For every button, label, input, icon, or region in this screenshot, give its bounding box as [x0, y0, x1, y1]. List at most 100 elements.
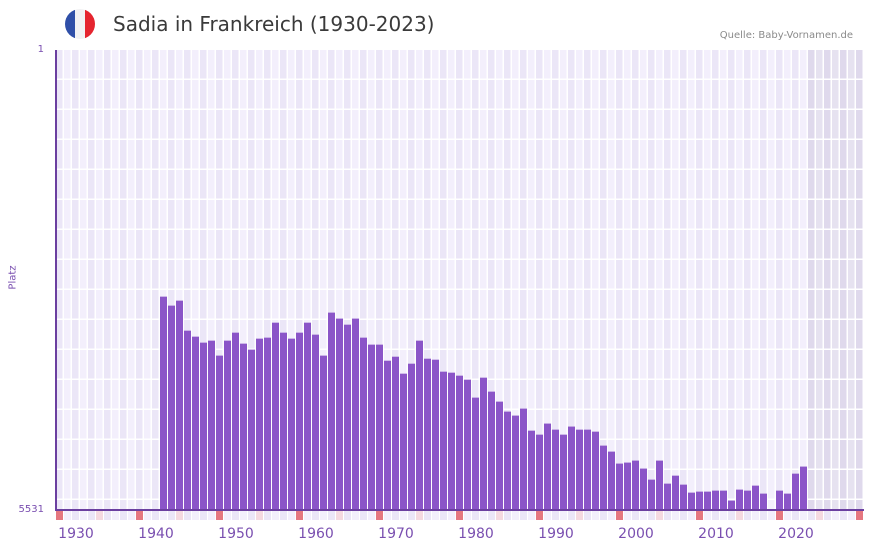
- bar-1976[interactable]: [432, 359, 439, 510]
- bar-1945[interactable]: [184, 330, 191, 510]
- x-axis-label-2010: 2010: [698, 526, 734, 542]
- bar-2010[interactable]: [704, 491, 711, 510]
- bar-1993[interactable]: [568, 426, 575, 510]
- bar-2016[interactable]: [752, 485, 759, 510]
- flag-red: [85, 9, 95, 39]
- bar-1994[interactable]: [576, 429, 583, 510]
- bar-1968[interactable]: [368, 344, 375, 510]
- bar-2014[interactable]: [736, 489, 743, 510]
- x-axis-label-1940: 1940: [138, 526, 174, 542]
- x-axis-label-1950: 1950: [218, 526, 254, 542]
- bar-1944[interactable]: [176, 300, 183, 510]
- bar-1971[interactable]: [392, 356, 399, 510]
- x-axis-line: [55, 509, 864, 511]
- bar-1959[interactable]: [296, 332, 303, 510]
- bar-1951[interactable]: [232, 332, 239, 510]
- france-flag-icon: [65, 9, 95, 39]
- bar-2012[interactable]: [720, 490, 727, 510]
- bar-1947[interactable]: [200, 342, 207, 510]
- bar-2001[interactable]: [632, 460, 639, 510]
- bar-2005[interactable]: [664, 483, 671, 510]
- bar-1957[interactable]: [280, 332, 287, 510]
- bar-1946[interactable]: [192, 336, 199, 510]
- plot-area: [56, 50, 864, 510]
- bar-1961[interactable]: [312, 334, 319, 510]
- bar-2009[interactable]: [696, 491, 703, 510]
- bar-1954[interactable]: [256, 338, 263, 510]
- bar-1967[interactable]: [360, 337, 367, 510]
- chart-title: Sadia in Frankreich (1930-2023): [113, 12, 435, 36]
- bar-1950[interactable]: [224, 340, 231, 510]
- bar-1966[interactable]: [352, 318, 359, 510]
- bar-1964[interactable]: [336, 318, 343, 510]
- x-axis-label-2020: 2020: [778, 526, 814, 542]
- bar-2020[interactable]: [784, 493, 791, 510]
- bar-1942[interactable]: [160, 296, 167, 510]
- bar-2013[interactable]: [728, 500, 735, 510]
- bar-2017[interactable]: [760, 493, 767, 510]
- bar-1989[interactable]: [536, 434, 543, 510]
- bar-1990[interactable]: [544, 423, 551, 510]
- x-axis-labels: 1930 1940 1950 1960 1970 1980 1990 2000 2010 2020: [0, 526, 873, 546]
- bar-2022[interactable]: [800, 466, 807, 510]
- bar-1983[interactable]: [488, 391, 495, 510]
- bar-1998[interactable]: [608, 451, 615, 510]
- bar-1972[interactable]: [400, 373, 407, 510]
- flag-white: [75, 9, 85, 39]
- x-axis-label-1980: 1980: [458, 526, 494, 542]
- bar-1975[interactable]: [424, 358, 431, 510]
- bar-2011[interactable]: [712, 490, 719, 510]
- bar-1952[interactable]: [240, 343, 247, 510]
- bar-2019[interactable]: [776, 490, 783, 510]
- x-axis-label-1970: 1970: [378, 526, 414, 542]
- decade-markers: [56, 511, 863, 520]
- bar-1991[interactable]: [552, 429, 559, 510]
- bar-1995[interactable]: [584, 429, 591, 510]
- bar-2015[interactable]: [744, 490, 751, 510]
- bar-1969[interactable]: [376, 344, 383, 510]
- x-axis-label-1930: 1930: [58, 526, 94, 542]
- bar-1979[interactable]: [456, 375, 463, 510]
- bar-1987[interactable]: [520, 408, 527, 510]
- bar-1986[interactable]: [512, 415, 519, 510]
- bar-2004[interactable]: [656, 460, 663, 510]
- bar-1988[interactable]: [528, 430, 535, 510]
- bar-1992[interactable]: [560, 434, 567, 510]
- bar-1978[interactable]: [448, 372, 455, 510]
- bar-2007[interactable]: [680, 484, 687, 510]
- x-axis-label-1990: 1990: [538, 526, 574, 542]
- bar-1999[interactable]: [616, 463, 623, 510]
- bar-1977[interactable]: [440, 371, 447, 510]
- bar-1996[interactable]: [592, 431, 599, 510]
- bar-1956[interactable]: [272, 322, 279, 510]
- bar-1970[interactable]: [384, 360, 391, 510]
- bar-2000[interactable]: [624, 462, 631, 510]
- bar-1973[interactable]: [408, 363, 415, 510]
- bar-2003[interactable]: [648, 479, 655, 510]
- bar-1955[interactable]: [264, 337, 271, 510]
- bar-1984[interactable]: [496, 401, 503, 510]
- bar-1982[interactable]: [480, 377, 487, 510]
- bar-1981[interactable]: [472, 397, 479, 510]
- flag-blue: [65, 9, 75, 39]
- bar-1960[interactable]: [304, 322, 311, 510]
- bar-1962[interactable]: [320, 355, 327, 510]
- bar-1943[interactable]: [168, 305, 175, 510]
- bar-1980[interactable]: [464, 379, 471, 510]
- bar-2008[interactable]: [688, 492, 695, 510]
- bar-2021[interactable]: [792, 473, 799, 510]
- bar-1974[interactable]: [416, 340, 423, 510]
- x-axis-label-2000: 2000: [618, 526, 654, 542]
- bar-1985[interactable]: [504, 411, 511, 510]
- y-axis-bottom-label: 5531: [18, 504, 44, 515]
- bar-1997[interactable]: [600, 445, 607, 510]
- y-axis-line: [55, 50, 57, 511]
- bar-1948[interactable]: [208, 340, 215, 510]
- bar-2006[interactable]: [672, 475, 679, 510]
- bar-1963[interactable]: [328, 312, 335, 510]
- bar-1949[interactable]: [216, 355, 223, 510]
- bar-2002[interactable]: [640, 468, 647, 510]
- bar-1953[interactable]: [248, 349, 255, 510]
- bar-1958[interactable]: [288, 338, 295, 510]
- bar-1965[interactable]: [344, 324, 351, 510]
